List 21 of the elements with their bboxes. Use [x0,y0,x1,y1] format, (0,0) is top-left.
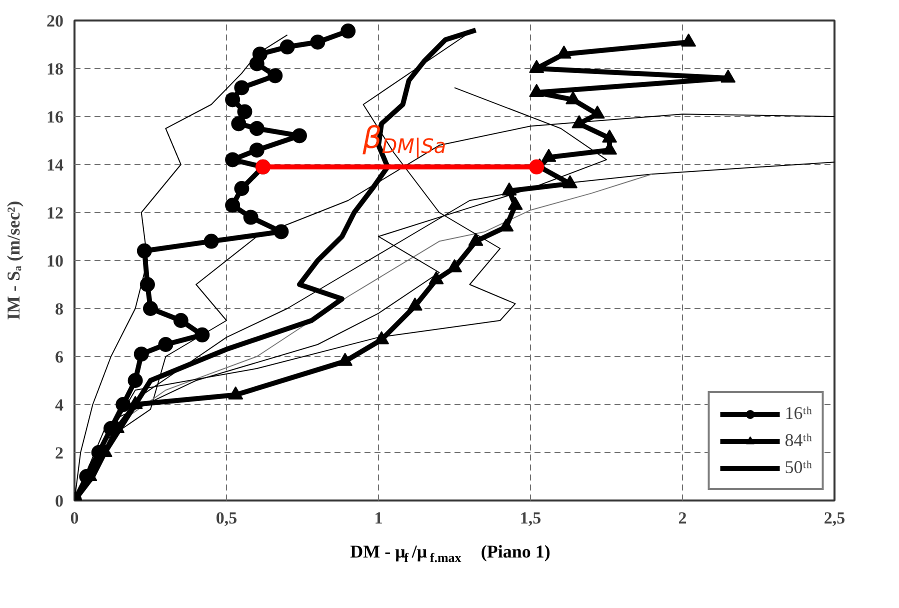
y-tick-label: 20 [46,12,64,30]
x-tick-label: 2,5 [824,508,846,528]
x-tick-label: 1 [374,508,383,528]
y-tick-label: 16 [46,108,64,126]
x-tick-label: 2 [678,508,687,528]
legend-label: 16ᵗʰ [784,403,812,424]
y-tick-label: 2 [55,444,64,462]
y-tick-label: 0 [55,492,64,510]
y-tick-label: 10 [46,252,64,270]
y-tick-label: 4 [55,396,64,414]
x-tick-label: 1,5 [520,508,542,528]
x-tick-label: 0 [70,508,79,528]
y-tick-label: 18 [46,60,64,78]
legend-label: 84ᵗʰ [784,430,812,451]
y-tick-label: 12 [46,204,64,222]
legend-label: 50ᵗʰ [784,457,812,478]
y-tick-label: 6 [55,348,64,366]
y-tick-label: 8 [55,300,64,318]
y-axis-title: IM - Sₐ (m/sec²) [4,200,24,320]
x-tick-label: 0,5 [216,508,238,528]
y-tick-label: 14 [46,156,64,174]
